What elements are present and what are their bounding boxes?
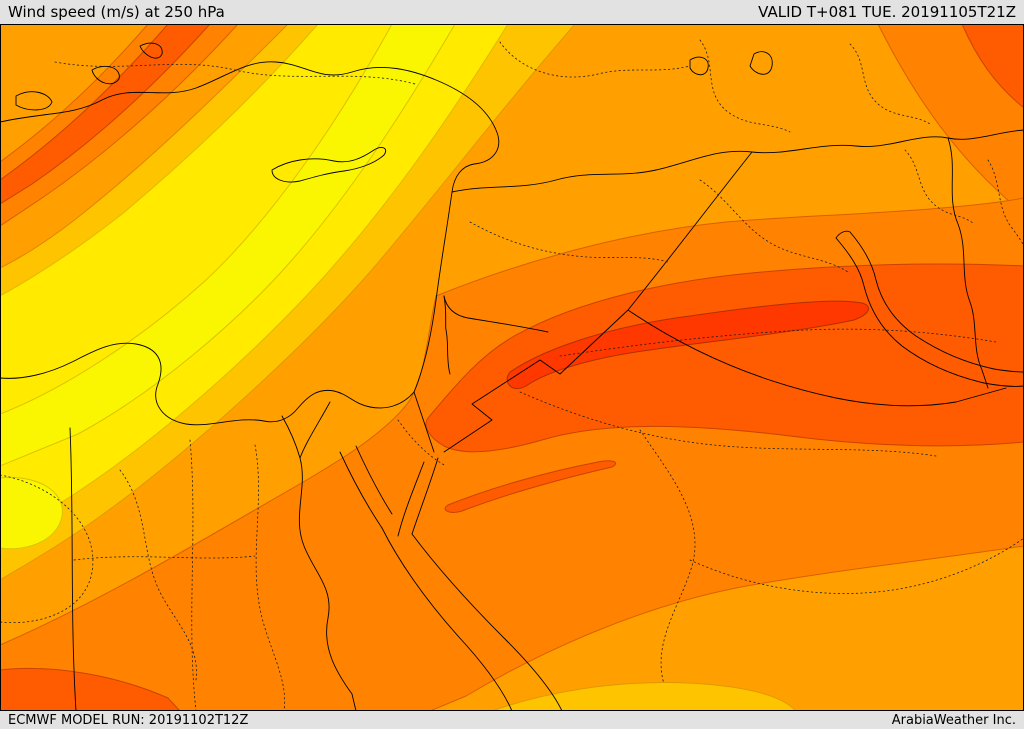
map-title: Wind speed (m/s) at 250 hPa (8, 3, 225, 21)
israel-egypt-border (413, 391, 435, 453)
admin-line (699, 39, 791, 133)
band-dark-orange-corner-streak (0, 24, 239, 227)
admin-line (189, 439, 197, 711)
north-africa-coastline (0, 342, 415, 426)
admin-line (469, 221, 669, 263)
admin-line (559, 328, 997, 357)
administrative-boundaries (0, 39, 1024, 711)
valid-time-label: VALID T+081 TUE. 20191105T21Z (758, 3, 1016, 21)
admin-line (849, 43, 931, 125)
admin-line (499, 41, 691, 78)
band-red-orange-bottom-left-corner (0, 668, 181, 711)
map-area (0, 24, 1024, 711)
band-red-orange-jet-band (425, 263, 1024, 453)
iraq-saudi-border (627, 309, 1007, 407)
band-bright-yellow-blob-left-edge (0, 476, 63, 550)
wind-field-bands (0, 24, 1024, 711)
lakes-van-urmia (689, 51, 773, 76)
gulf-of-aqaba-coast (397, 457, 439, 537)
turkey-coastline (0, 61, 500, 193)
header-bar: Wind speed (m/s) at 250 hPa VALID T+081 … (0, 0, 1024, 24)
nile-river (281, 401, 357, 711)
red-sea-coast (381, 527, 563, 711)
admin-line (519, 391, 937, 457)
syria-iraq-border (627, 151, 753, 311)
turkey-south-border (451, 129, 1024, 193)
gulf-of-suez-coast (339, 445, 393, 529)
jordan-saudi-border-zigzag (443, 309, 629, 453)
admin-line (73, 555, 256, 561)
coastlines (0, 42, 1024, 711)
admin-line (904, 149, 975, 225)
provider-credit-label: ArabiaWeather Inc. (891, 712, 1016, 728)
band-bright-yellow-axis (0, 24, 456, 467)
band-red-orange-corner-streak (0, 24, 211, 205)
band-red-jet-core (506, 300, 870, 390)
footer-bar: ECMWF MODEL RUN: 20191102T12Z ArabiaWeat… (0, 711, 1024, 729)
admin-line (987, 159, 1024, 247)
admin-line (699, 179, 849, 273)
admin-line (0, 474, 94, 624)
country-borders (69, 129, 1024, 711)
iran-iraq-border (947, 137, 989, 389)
levant-coastline (413, 191, 453, 393)
admin-line (54, 61, 416, 85)
syria-jordan-border (443, 295, 549, 333)
band-red-orange-secondary-streak (444, 460, 617, 513)
egypt-libya-border (69, 427, 77, 711)
admin-line (689, 537, 1024, 594)
model-run-label: ECMWF MODEL RUN: 20191102T12Z (8, 712, 249, 728)
wind-speed-contour-map (0, 24, 1024, 711)
band-gold-bottom-strip (491, 682, 797, 711)
cyprus-island (271, 147, 387, 183)
persian-gulf-coast (835, 230, 1024, 387)
admin-line (639, 429, 696, 685)
admin-line (254, 444, 286, 711)
